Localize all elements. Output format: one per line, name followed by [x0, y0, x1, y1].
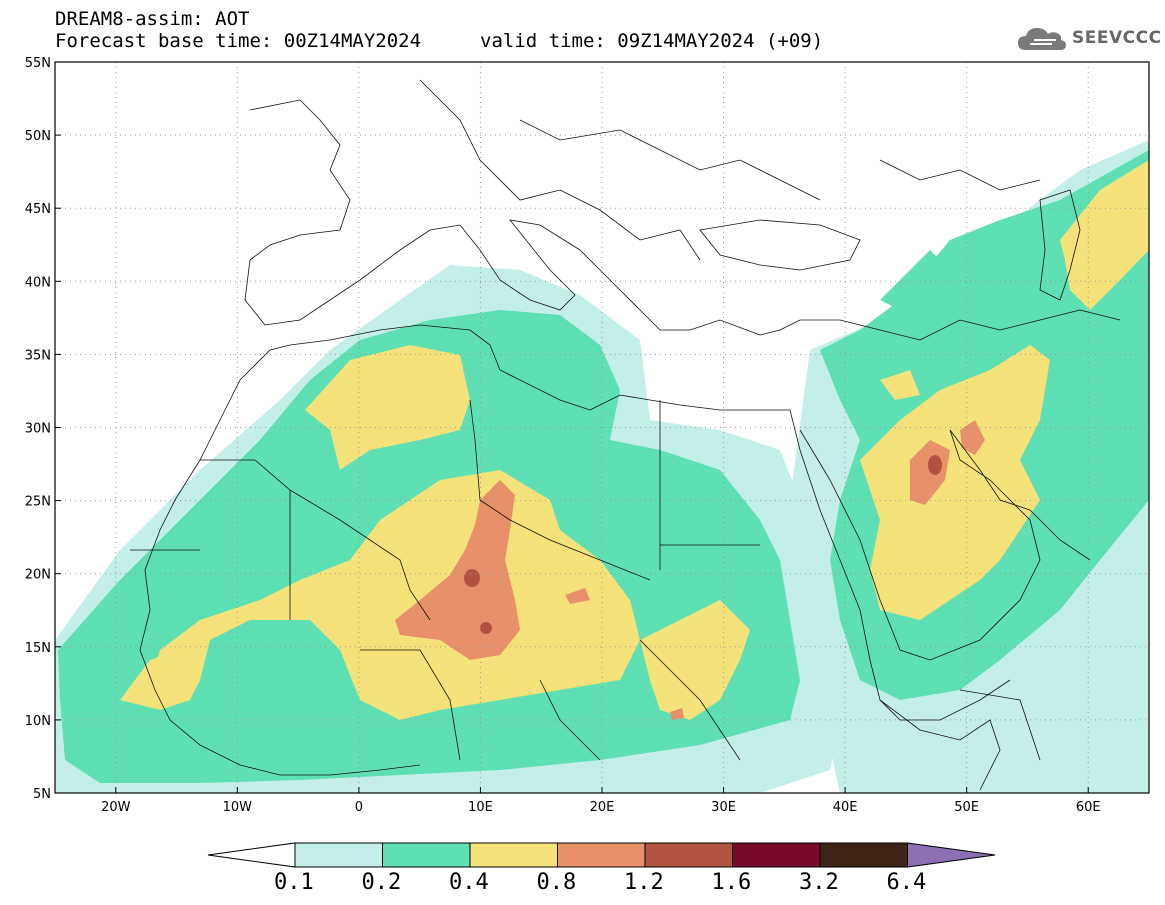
- lon-tick-label: 40E: [833, 800, 858, 815]
- logo-text: SEEVCCC: [1072, 28, 1162, 48]
- map-title: DREAM8-assim: AOT: [55, 8, 250, 30]
- colorbar-label: 3.2: [799, 870, 839, 895]
- lat-tick-label: 30N: [25, 422, 51, 437]
- lon-tick-label: 0: [355, 800, 363, 815]
- colorbar-lower-arrow: [207, 842, 296, 868]
- colorbar-swatch: [557, 842, 646, 868]
- lon-tick-label: 60E: [1076, 800, 1101, 815]
- colorbar-swatch: [469, 842, 558, 868]
- lon-tick-label: 10E: [468, 800, 493, 815]
- colorbar-swatch: [294, 842, 383, 868]
- aot-band-1.2: [464, 455, 942, 634]
- valid-time: valid time: 09Z14MAY2024 (+09): [480, 30, 824, 52]
- colorbar-swatch: [644, 842, 733, 868]
- colorbar-label: 0.4: [449, 870, 489, 895]
- lat-tick-label: 25N: [25, 495, 51, 510]
- lon-tick-label: 50E: [954, 800, 979, 815]
- coastlines: [130, 79, 1121, 791]
- aot-fields: [55, 140, 1149, 793]
- lon-tick-label: 30E: [711, 800, 736, 815]
- colorbar-label: 1.2: [624, 870, 664, 895]
- lat-tick-labels: 55N 50N 45N 40N 35N 30N 25N 20N 15N 10N 5N: [25, 56, 61, 802]
- colorbar: [207, 842, 996, 868]
- lat-tick-label: 55N: [25, 56, 51, 71]
- aot-band-0.4: [120, 160, 1149, 720]
- lat-tick-label: 10N: [25, 714, 51, 729]
- lat-tick-label: 50N: [25, 129, 51, 144]
- colorbar-swatch: [382, 842, 471, 868]
- lat-tick-label: 15N: [25, 641, 51, 656]
- lat-tick-label: 5N: [33, 787, 51, 802]
- lat-tick-label: 35N: [25, 348, 51, 363]
- lon-tick-label: 20E: [590, 800, 615, 815]
- colorbar-label: 0.8: [536, 870, 577, 895]
- forecast-base-time: Forecast base time: 00Z14MAY2024: [55, 30, 422, 52]
- colorbar-swatch: [819, 842, 908, 868]
- colorbar-label: 6.4: [886, 870, 927, 895]
- lat-tick-label: 20N: [25, 568, 51, 583]
- colorbar-label: 0.2: [361, 870, 402, 895]
- lon-tick-label: 20W: [101, 800, 131, 815]
- lat-lon-grid: [55, 62, 1149, 793]
- colorbar-swatch: [732, 842, 821, 868]
- colorbar-label: 0.1: [274, 870, 314, 895]
- colorbar-upper-arrow: [907, 842, 996, 868]
- cloud-icon: [1018, 28, 1066, 50]
- seevccc-logo: SEEVCCC: [1016, 24, 1161, 54]
- lon-tick-labels: 20W 10W 0 10E 20E 30E 40E 50E 60E: [101, 787, 1101, 815]
- lon-tick-label: 10W: [223, 800, 253, 815]
- lat-tick-label: 45N: [25, 202, 51, 217]
- lat-tick-label: 40N: [25, 275, 51, 290]
- colorbar-label: 1.6: [711, 870, 752, 895]
